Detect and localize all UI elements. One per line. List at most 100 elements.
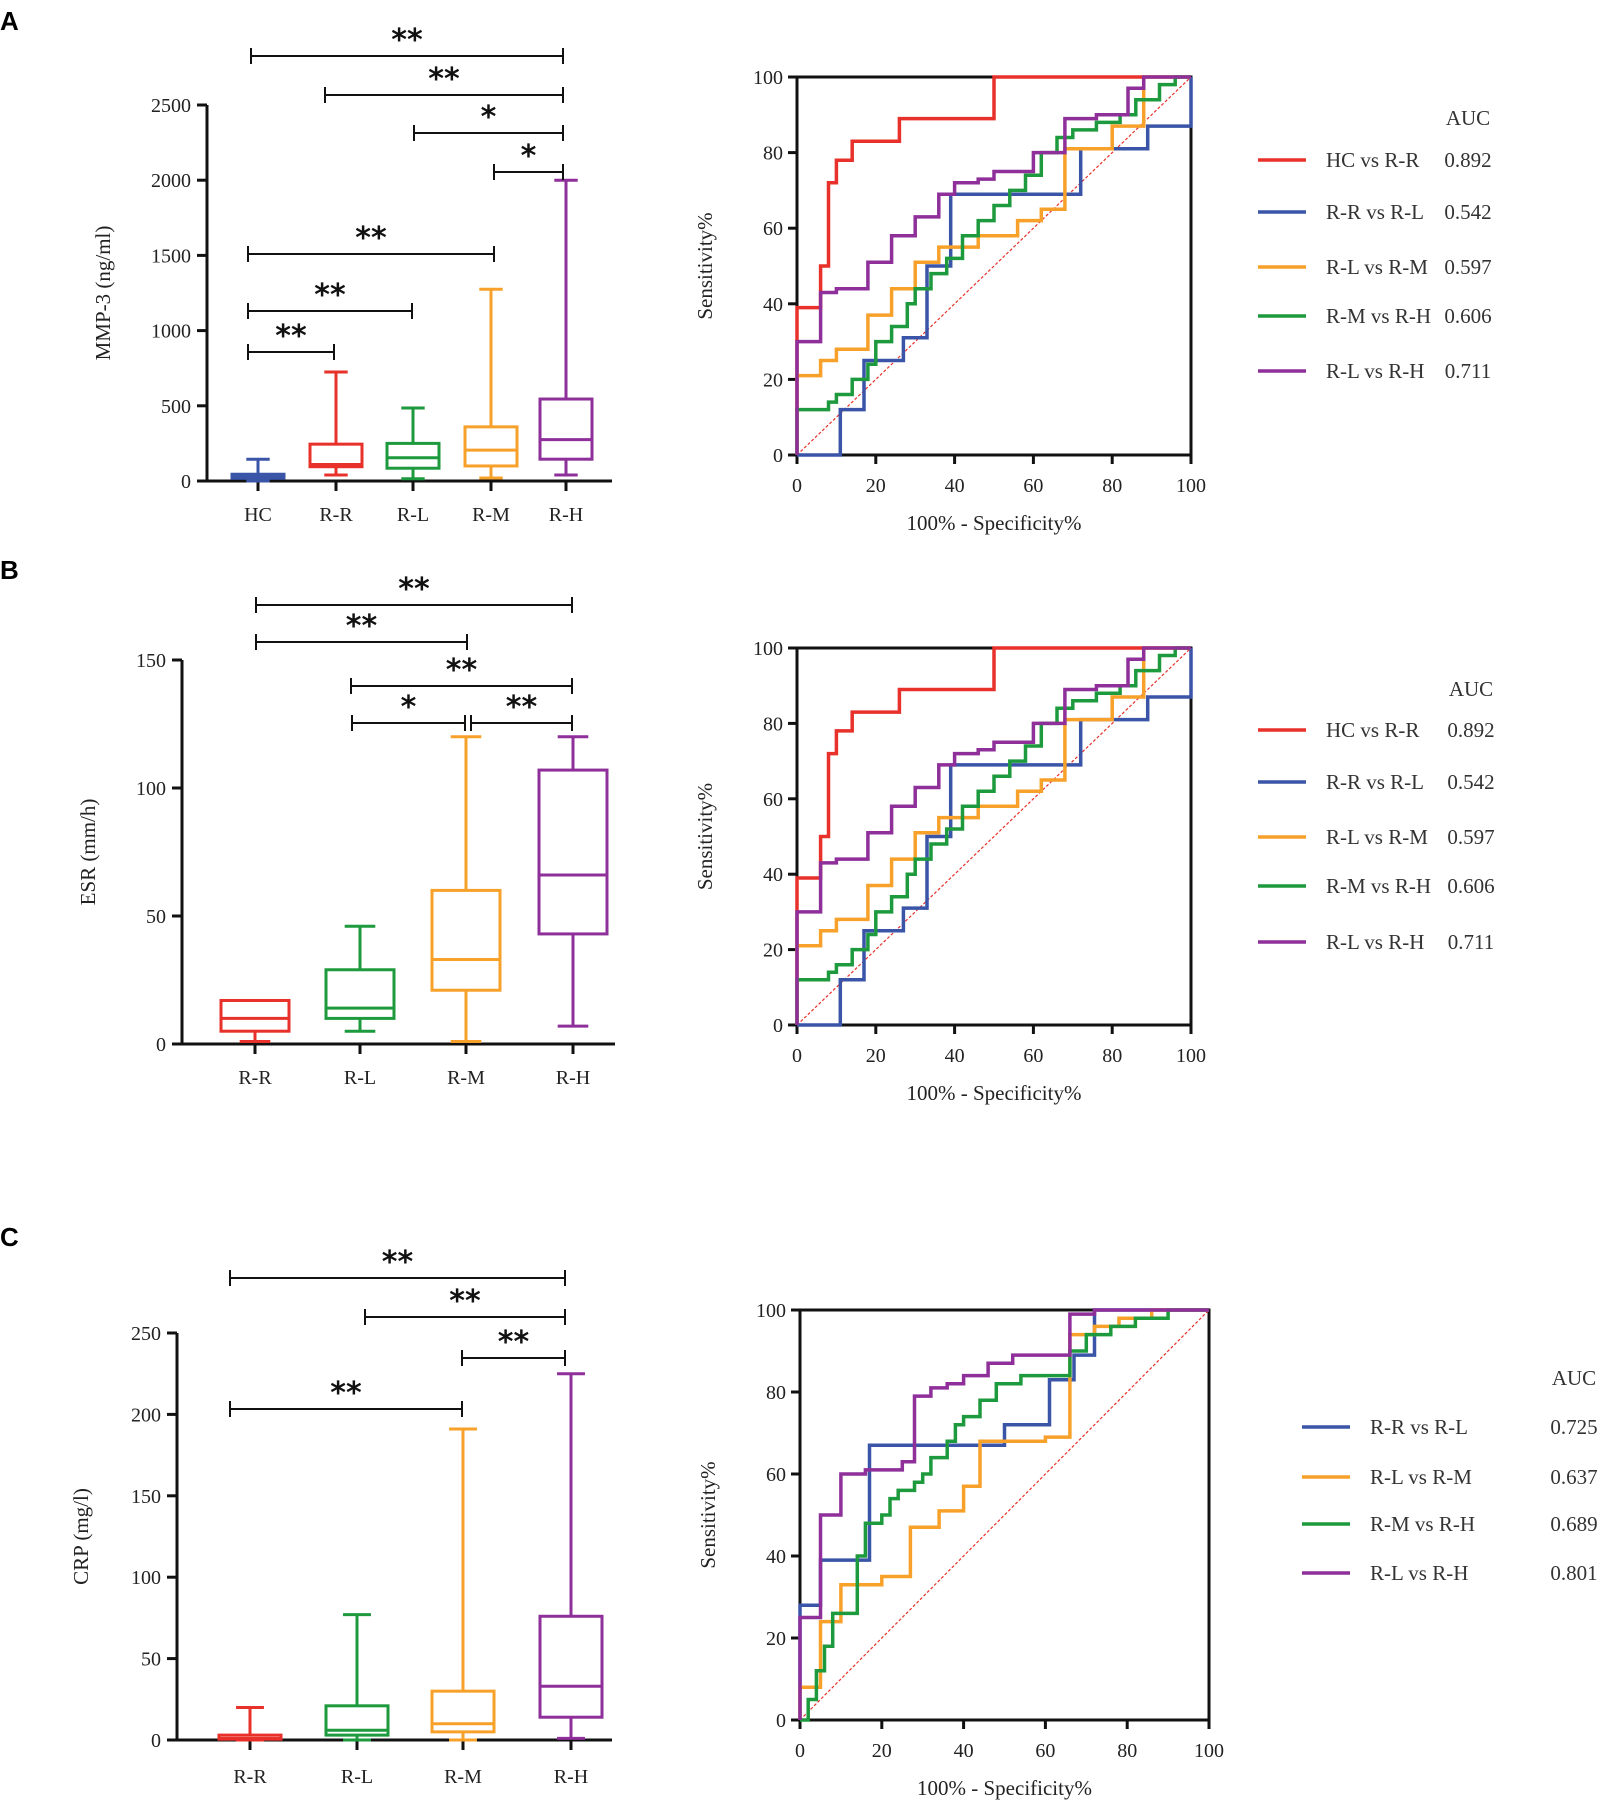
x-tick-label: 100 (1176, 475, 1206, 497)
y-tick-label: 0 (773, 445, 783, 467)
significance-label: ** (391, 23, 423, 58)
legend-entry: R-L vs R-M 0.597 (1258, 255, 1492, 279)
box-r-h (538, 1372, 604, 1740)
legend-label: R-M vs R-H (1326, 874, 1431, 898)
x-tick-label: R-H (556, 1067, 590, 1089)
legend-entry: R-M vs R-H 0.606 (1258, 874, 1495, 898)
significance-label: ** (314, 278, 346, 313)
x-tick-label: 60 (1035, 1740, 1055, 1762)
roc-curve-hc-vs-r-r (795, 75, 1191, 455)
panel-label-c: C (0, 1222, 19, 1252)
box-iqr (430, 888, 502, 992)
legend-entry: R-R vs R-L 0.725 (1302, 1415, 1598, 1439)
box-iqr (324, 1704, 390, 1737)
y-tick-label: 80 (766, 1382, 786, 1404)
y-tick-label: 60 (763, 218, 783, 240)
reference-diagonal (799, 1309, 1210, 1721)
x-tick-label: R-R (233, 1766, 267, 1788)
significance-bracket (324, 87, 564, 103)
significance-bracket (413, 125, 564, 141)
y-tick-label: 1000 (151, 321, 191, 343)
box-iqr (385, 441, 441, 470)
roc-curve-r-m-vs-r-h (795, 75, 1191, 455)
y-tick-label: 200 (131, 1404, 161, 1426)
significance-label: * (521, 139, 537, 174)
significance-bracket (247, 246, 495, 262)
y-tick-label: 100 (136, 778, 166, 800)
legend-label: R-L vs R-H (1326, 359, 1424, 383)
y-tick-label: 1500 (151, 245, 191, 267)
roc-curve-r-l-vs-r-h (795, 75, 1191, 455)
box-r-l (324, 924, 396, 1033)
legend-label: R-L vs R-M (1326, 255, 1428, 279)
significance-label: ** (428, 62, 460, 97)
x-tick-label: 100 (1194, 1740, 1224, 1762)
x-tick-label: 0 (792, 475, 802, 497)
legend-auc: 0.597 (1444, 255, 1491, 279)
y-tick-label: 100 (131, 1567, 161, 1589)
box-r-m (430, 735, 502, 1043)
legend-auc: 0.801 (1550, 1561, 1597, 1585)
legend-entry: R-M vs R-H 0.606 (1258, 304, 1492, 328)
reference-diagonal (796, 647, 1192, 1026)
x-tick-label: 60 (1023, 1045, 1043, 1067)
x-tick-label: 0 (792, 1045, 802, 1067)
x-tick-label: R-L (341, 1766, 373, 1788)
legend-auc: 0.711 (1445, 359, 1491, 383)
y-tick-label: 60 (763, 789, 783, 811)
legend-label: HC vs R-R (1326, 148, 1419, 172)
x-tick-label: 100 (1176, 1045, 1206, 1067)
legend-entry: R-L vs R-M 0.637 (1302, 1465, 1598, 1489)
significance-label: * (401, 690, 417, 725)
x-axis-label: 100% - Specificity% (907, 1081, 1082, 1105)
y-tick-label: 80 (763, 713, 783, 735)
x-tick-label: 40 (945, 475, 965, 497)
y-tick-label: 250 (131, 1323, 161, 1345)
significance-label: * (481, 100, 497, 135)
legend-auc: 0.725 (1550, 1415, 1597, 1439)
y-tick-label: 100 (753, 638, 783, 660)
y-axis-label: Sensitivity% (693, 212, 717, 319)
y-tick-label: 500 (161, 396, 191, 418)
legend-title: AUC (1449, 677, 1493, 701)
x-tick-label: 20 (866, 1045, 886, 1067)
y-tick-label: 0 (773, 1015, 783, 1037)
y-tick-label: 20 (763, 369, 783, 391)
box-iqr (324, 968, 396, 1020)
legend-label: R-L vs R-M (1326, 825, 1428, 849)
x-tick-label: 0 (795, 1740, 805, 1762)
y-tick-label: 0 (776, 1710, 786, 1732)
significance-label: ** (346, 609, 378, 644)
roc-curve-r-l-vs-r-m (795, 646, 1191, 1025)
box-iqr (538, 1614, 604, 1719)
y-tick-label: 0 (156, 1034, 166, 1056)
legend-auc: 0.606 (1447, 874, 1494, 898)
x-tick-label: 80 (1117, 1740, 1137, 1762)
box-r-m (463, 287, 519, 480)
legend-label: R-R vs R-L (1326, 770, 1424, 794)
significance-label: ** (398, 572, 430, 607)
significance-bracket (229, 1270, 566, 1286)
box-iqr (219, 998, 291, 1033)
legend-entry: R-L vs R-H 0.711 (1258, 930, 1494, 954)
box-r-h (537, 735, 609, 1028)
roc-curve-r-l-vs-r-h (795, 646, 1191, 1025)
y-axis-label: MMP-3 (ng/ml) (91, 226, 115, 361)
roc-curve-r-l-vs-r-m (798, 1308, 1209, 1720)
panel-label-a: A (0, 6, 19, 36)
x-tick-label: R-R (238, 1067, 272, 1089)
legend-auc: 0.606 (1444, 304, 1491, 328)
significance-bracket (364, 1309, 566, 1325)
roc-curve-r-m-vs-r-h (795, 646, 1191, 1025)
y-tick-label: 2500 (151, 95, 191, 117)
x-tick-label: 80 (1102, 1045, 1122, 1067)
legend-auc: 0.689 (1550, 1512, 1597, 1536)
roc-curve-r-m-vs-r-h (800, 1308, 1209, 1722)
box-r-m (430, 1427, 496, 1742)
y-tick-label: 40 (763, 294, 783, 316)
legend-label: HC vs R-R (1326, 718, 1419, 742)
box-r-r (219, 998, 291, 1043)
roc-curve-r-r-vs-r-l (797, 648, 1193, 1027)
legend-label: R-R vs R-L (1326, 200, 1424, 224)
